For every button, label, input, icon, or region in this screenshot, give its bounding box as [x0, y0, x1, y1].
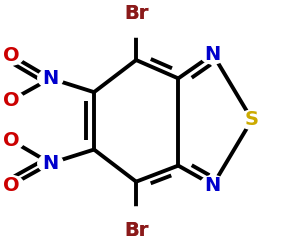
Circle shape	[38, 154, 63, 173]
Text: O: O	[3, 91, 20, 110]
Circle shape	[0, 131, 24, 150]
Circle shape	[0, 91, 24, 110]
Circle shape	[118, 10, 154, 37]
Circle shape	[200, 175, 226, 195]
Text: Br: Br	[124, 4, 148, 23]
Circle shape	[0, 46, 24, 65]
Text: O: O	[3, 131, 20, 150]
Circle shape	[200, 45, 226, 64]
Circle shape	[118, 207, 154, 234]
Circle shape	[0, 175, 24, 195]
Circle shape	[239, 110, 265, 129]
Text: N: N	[205, 45, 221, 64]
Text: O: O	[3, 176, 20, 195]
Text: N: N	[42, 154, 58, 173]
Text: Br: Br	[124, 221, 148, 240]
Text: N: N	[205, 176, 221, 195]
Text: N: N	[42, 69, 58, 88]
Circle shape	[38, 69, 63, 88]
Text: O: O	[3, 46, 20, 65]
Text: S: S	[245, 110, 259, 129]
Text: Br: Br	[124, 4, 148, 23]
Text: Br: Br	[124, 221, 148, 240]
